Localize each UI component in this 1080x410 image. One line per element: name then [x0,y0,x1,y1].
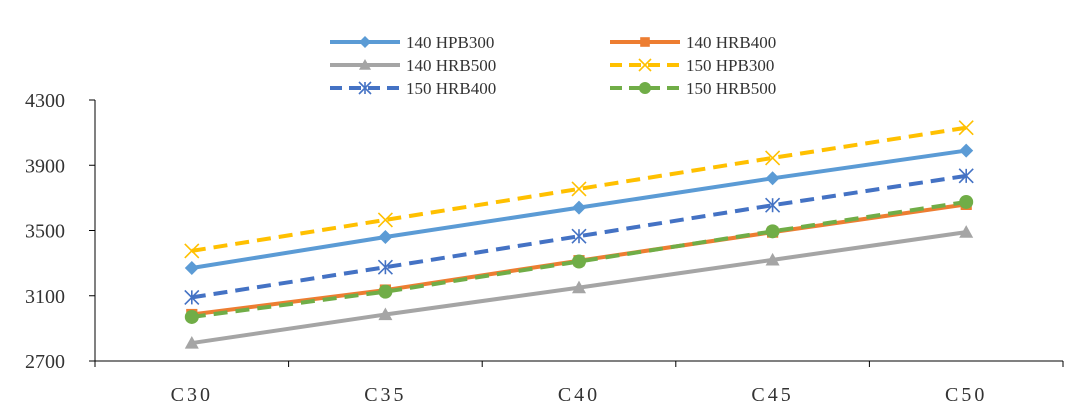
x-tick-label: C30 [171,384,213,406]
y-tick-label: 3900 [25,155,65,177]
data-point-marker [571,228,587,244]
y-tick-label: 4300 [25,90,65,112]
data-point-marker [572,200,586,215]
data-point-marker [765,224,780,239]
x-tick-label: C40 [558,384,600,406]
data-point-marker [378,284,393,299]
data-point-marker [572,254,586,269]
data-point-marker [958,168,974,184]
x-tick-label: C50 [945,384,987,406]
legend-item: 140 HPB300 [330,33,494,52]
x-tick-label: C35 [364,384,406,406]
data-point-marker [184,309,199,324]
y-tick-label: 2700 [25,351,65,373]
series-150-hrb400 [184,168,974,305]
legend-item: 150 HRB500 [610,79,776,98]
data-point-marker [958,120,974,136]
data-point-marker [571,181,587,197]
legend-item: 140 HRB400 [610,33,776,52]
legend-marker [638,58,652,72]
axes: 4300 3900 3500 3100 2700 C30 C35 C40 C45 C50 [25,90,1064,406]
x-tick-label: C45 [751,384,793,406]
data-point-marker [378,307,393,321]
data-point-marker [765,150,781,166]
data-point-marker [765,171,780,186]
legend-item: 150 HPB300 [610,56,774,75]
legend-label: 150 HRB500 [686,79,776,98]
data-point-marker [959,225,974,238]
legend-label: 140 HRB400 [686,33,776,52]
data-point-marker [765,252,780,266]
series-150-hrb500 [184,194,974,324]
data-point-marker [378,230,393,245]
series-150-hpb300 [184,120,974,259]
data-point-marker [959,143,974,158]
data-point-marker [377,212,393,228]
legend: 140 HPB300 140 HRB400 140 HRB500 150 HPB300… [330,33,776,98]
data-point-marker [184,261,199,276]
data-point-marker [184,243,200,259]
legend-marker [640,37,650,47]
series-140-hrb500 [184,225,974,349]
y-tick-label: 3500 [25,221,65,243]
legend-marker [639,82,651,94]
legend-item: 140 HRB500 [330,56,496,75]
data-point-marker [377,259,393,275]
legend-label: 150 HRB400 [406,79,496,98]
series-layer [184,120,974,349]
legend-label: 140 HPB300 [406,33,494,52]
legend-marker [359,59,371,70]
legend-marker [359,36,371,48]
y-tick-label: 3100 [25,286,65,308]
data-point-marker [184,289,200,305]
series-140-hpb300 [184,143,974,276]
legend-label: 140 HRB500 [406,56,496,75]
data-point-marker [959,194,974,209]
legend-item: 150 HRB400 [330,79,496,98]
legend-label: 150 HPB300 [686,56,774,75]
legend-marker [358,81,372,95]
data-point-marker [765,197,781,213]
data-point-marker [572,280,586,294]
data-point-marker [184,336,199,349]
